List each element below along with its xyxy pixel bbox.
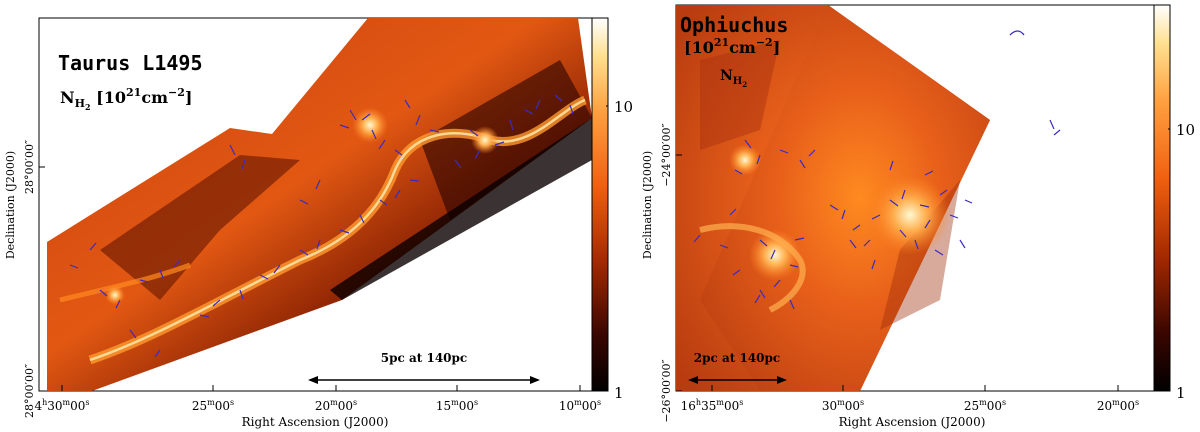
left-cbar-tick-1: 1	[614, 384, 624, 402]
left-xtick-1: 4h30m00s	[34, 398, 89, 413]
right-unit-label: NH2	[720, 68, 747, 89]
right-xtick-3: 25m00s	[964, 398, 1006, 413]
left-xtick-4: 15m00s	[436, 398, 478, 413]
left-title: Taurus L1495	[58, 51, 203, 75]
left-xlabel: Right Ascension (J2000)	[242, 415, 389, 429]
right-scalebar: 2pc at 140pc	[688, 351, 787, 384]
right-panel: 10 1 Ophiuchus [1021cm−2] NH2 2pc at 140…	[641, 4, 1195, 429]
right-unit-bracket: [1021cm−2]	[684, 36, 780, 57]
right-xtick-2: 30m00s	[822, 398, 864, 413]
right-cbar-tick-1: 1	[1176, 384, 1186, 402]
right-colorbar	[1153, 4, 1171, 392]
right-cbar-tick-10: 10	[1176, 121, 1195, 139]
left-xtick-3: 20m00s	[315, 398, 357, 413]
taurus-filament-skeleton	[69, 94, 574, 358]
right-title: Ophiuchus	[680, 13, 788, 37]
left-panel: 10 1 Taurus L1495 NH2 [1021cm−2] 5pc at …	[4, 17, 633, 429]
left-unit-label: NH2 [1021cm−2]	[60, 86, 192, 112]
left-scalebar: 5pc at 140pc	[308, 351, 540, 384]
left-cbar-tick-10: 10	[614, 98, 633, 116]
right-xlabel: Right Ascension (J2000)	[839, 415, 986, 429]
left-ytick-2: 28°00′00″	[23, 364, 36, 418]
right-ylabel: Declination (J2000)	[641, 151, 654, 259]
right-ytick-1: −24°00′00″	[660, 123, 673, 186]
left-xtick-2: 25m00s	[192, 398, 234, 413]
taurus-map	[47, 18, 592, 391]
left-xtick-5: 10m00s	[559, 398, 601, 413]
left-ylabel: Declination (J2000)	[4, 151, 17, 259]
right-ytick-2: −26°00′00″	[660, 359, 673, 422]
ophiuchus-filament-skeleton	[693, 119, 1061, 310]
right-xtick-1: 16h35m00s	[681, 398, 744, 413]
left-colorbar	[591, 17, 609, 392]
left-scalebar-label: 5pc at 140pc	[381, 351, 467, 365]
right-xtick-4: 20m00s	[1097, 398, 1139, 413]
right-scalebar-label: 2pc at 140pc	[694, 351, 780, 365]
left-ytick-1: 28°00′00″	[23, 140, 36, 194]
